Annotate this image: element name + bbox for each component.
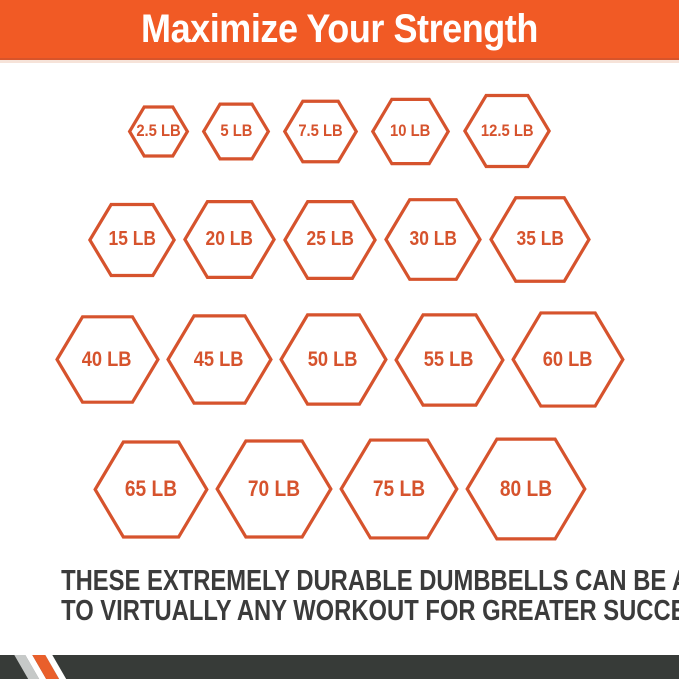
hexagon-outline-icon bbox=[490, 196, 590, 283]
hexagon-outline-icon bbox=[167, 314, 272, 405]
hexagon-12.5-lb: 12.5 LB bbox=[464, 94, 550, 168]
hexagon-7.5-lb: 7.5 LB bbox=[284, 100, 357, 163]
hexagon-outline-icon bbox=[284, 200, 376, 280]
hexagon-45-lb: 45 LB bbox=[167, 314, 272, 405]
footer-line-2: TO VIRTUALLY ANY WORKOUT FOR GREATER SUC… bbox=[61, 595, 679, 627]
hexagon-weight-label: 70 LB bbox=[247, 476, 300, 501]
hexagon-40-lb: 40 LB bbox=[56, 315, 159, 404]
footer-line-1: THESE EXTREMELY DURABLE DUMBBELLS CAN BE… bbox=[61, 565, 679, 597]
hexagon-outline-icon bbox=[129, 106, 188, 157]
hexagon-outline-icon bbox=[89, 203, 175, 277]
hexagon-weight-label: 60 LB bbox=[542, 347, 593, 371]
hexagon-row-1: 2.5 LB 5 LB 7.5 LB 10 LB 12.5 LB bbox=[0, 94, 679, 168]
hexagon-outline-icon bbox=[216, 439, 332, 539]
hexagon-row-2: 15 LB 20 LB 25 LB 30 LB 35 LB bbox=[0, 196, 679, 283]
hexagon-outline-icon bbox=[203, 103, 269, 160]
page-title: Maximize Your Strength bbox=[141, 6, 538, 51]
hexagon-65-lb: 65 LB bbox=[94, 440, 208, 539]
hexagon-weight-label: 55 LB bbox=[424, 347, 474, 371]
hexagon-outline-icon bbox=[280, 313, 387, 406]
hexagon-outline-icon bbox=[395, 313, 504, 407]
hexagon-weight-label: 35 LB bbox=[516, 228, 564, 250]
hexagon-35-lb: 35 LB bbox=[490, 196, 590, 283]
hexagon-weight-label: 25 LB bbox=[306, 228, 354, 250]
hexagon-80-lb: 80 LB bbox=[466, 437, 586, 541]
hexagon-row-4: 65 LB 70 LB 75 LB 80 LB bbox=[0, 437, 679, 541]
title-banner: Maximize Your Strength bbox=[0, 0, 679, 60]
hexagon-weight-label: 80 LB bbox=[499, 476, 552, 501]
hexagon-outline-icon bbox=[464, 94, 550, 168]
hexagon-weight-label: 10 LB bbox=[390, 121, 431, 140]
hexagon-outline-icon bbox=[284, 100, 357, 163]
hexagon-25-lb: 25 LB bbox=[284, 200, 376, 280]
hexagon-2.5-lb: 2.5 LB bbox=[129, 106, 188, 157]
hexagon-outline-icon bbox=[372, 98, 449, 165]
hexagon-outline-icon bbox=[385, 198, 481, 281]
hexagon-weight-label: 5 LB bbox=[219, 121, 253, 140]
hexagon-outline-icon bbox=[56, 315, 159, 404]
hexagon-70-lb: 70 LB bbox=[216, 439, 332, 539]
hexagon-weight-label: 45 LB bbox=[194, 347, 244, 371]
hexagon-60-lb: 60 LB bbox=[512, 311, 624, 408]
hexagon-75-lb: 75 LB bbox=[340, 438, 458, 540]
hexagon-50-lb: 50 LB bbox=[280, 313, 387, 406]
hexagon-15-lb: 15 LB bbox=[89, 203, 175, 277]
hexagon-weight-label: 50 LB bbox=[308, 347, 358, 371]
hexagon-outline-icon bbox=[340, 438, 458, 540]
hexagon-outline-icon bbox=[184, 200, 275, 279]
hexagon-10-lb: 10 LB bbox=[372, 98, 449, 165]
hexagon-weight-label: 12.5 LB bbox=[480, 121, 534, 140]
hexagon-5-lb: 5 LB bbox=[203, 103, 269, 160]
hexagon-weight-label: 30 LB bbox=[409, 228, 457, 250]
hexagon-outline-icon bbox=[466, 437, 586, 541]
hexagon-grid: 2.5 LB 5 LB 7.5 LB 10 LB 12.5 LB 15 LB 20 LB 25… bbox=[0, 58, 679, 541]
hexagon-outline-icon bbox=[94, 440, 208, 539]
bottom-bar bbox=[0, 655, 679, 679]
hexagon-20-lb: 20 LB bbox=[184, 200, 275, 279]
hexagon-weight-label: 20 LB bbox=[205, 228, 254, 250]
hexagon-30-lb: 30 LB bbox=[385, 198, 481, 281]
hexagon-row-3: 40 LB 45 LB 50 LB 55 LB 60 LB bbox=[0, 311, 679, 408]
hexagon-weight-label: 40 LB bbox=[82, 347, 132, 371]
hexagon-weight-label: 7.5 LB bbox=[298, 121, 343, 140]
hexagon-weight-label: 2.5 LB bbox=[136, 121, 181, 140]
hexagon-outline-icon bbox=[512, 311, 624, 408]
hexagon-weight-label: 15 LB bbox=[108, 228, 156, 250]
hexagon-weight-label: 75 LB bbox=[372, 476, 425, 501]
hexagon-weight-label: 65 LB bbox=[124, 476, 177, 501]
footer-text: THESE EXTREMELY DURABLE DUMBBELLS CAN BE… bbox=[0, 566, 679, 626]
hexagon-55-lb: 55 LB bbox=[395, 313, 504, 407]
